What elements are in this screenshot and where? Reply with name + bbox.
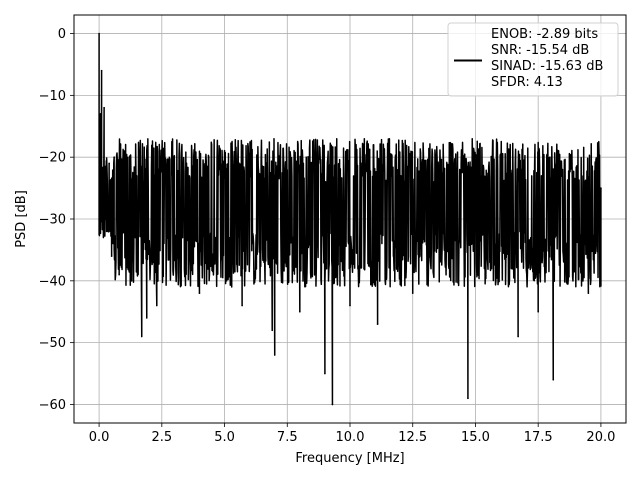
legend-enob-text: ENOB: -2.89 bits — [491, 27, 598, 42]
x-tick-label: 12.5 — [398, 430, 427, 445]
psd-data-point — [587, 292, 590, 294]
x-tick-label: 2.5 — [151, 430, 172, 445]
legend: ENOB: -2.89 bits SNR: -15.54 dB SINAD: -… — [447, 22, 619, 97]
psd-data-point — [108, 162, 110, 165]
psd-data-point — [103, 106, 105, 109]
psd-data-point — [331, 403, 334, 406]
legend-snr-text: SNR: -15.54 dB — [491, 43, 589, 58]
y-tick-label: 0 — [58, 27, 66, 42]
psd-data-point — [349, 304, 351, 307]
y-axis-label: PSD [dB] — [14, 190, 29, 248]
y-tick-label: −50 — [39, 336, 66, 351]
psd-data-point — [130, 280, 133, 282]
legend-sinad-text: SINAD: -15.63 dB — [491, 59, 603, 74]
y-tick-label: −40 — [39, 274, 66, 289]
psd-data-point — [299, 310, 301, 313]
psd-data-point — [376, 323, 379, 325]
ticks: 0.0 2.5 5.0 7.5 10.0 12.5 15.0 17.5 20.0 0 −10 −20 −… — [39, 27, 616, 445]
psd-data-point — [198, 292, 201, 294]
y-tick-label: −30 — [39, 213, 66, 228]
series-layer — [98, 32, 602, 406]
x-tick-label: 7.5 — [277, 430, 298, 445]
psd-data-point — [118, 273, 120, 276]
legend-sfdr-text: SFDR: 4.13 — [491, 75, 563, 90]
psd-data-point — [537, 310, 539, 313]
x-tick-label: 5.0 — [214, 430, 235, 445]
psd-data-point — [324, 372, 326, 375]
psd-data-point — [241, 304, 243, 307]
psd-data-point — [100, 69, 103, 72]
psd-data-point — [600, 187, 602, 189]
psd-data-point — [411, 292, 414, 294]
psd-data-point — [102, 187, 104, 189]
psd-data-point — [271, 329, 274, 332]
x-tick-label: 0.0 — [89, 430, 110, 445]
x-tick-label: 15.0 — [461, 430, 490, 445]
y-tick-label: −10 — [39, 89, 66, 104]
psd-series-line — [98, 33, 602, 406]
y-tick-label: −60 — [39, 398, 66, 413]
y-tick-label: −20 — [39, 151, 66, 166]
psd-data-point — [99, 113, 102, 115]
psd-data-point — [140, 335, 143, 338]
x-tick-label: 17.5 — [524, 430, 553, 445]
psd-data-point — [552, 378, 555, 381]
x-tick-label: 20.0 — [586, 430, 615, 445]
psd-data-point — [273, 354, 276, 356]
psd-data-point — [467, 397, 469, 400]
psd-data-point — [98, 32, 100, 35]
x-tick-label: 10.0 — [336, 430, 365, 445]
psd-data-point — [110, 255, 113, 257]
psd-data-point — [145, 317, 148, 319]
legend-box — [447, 22, 619, 97]
psd-data-point — [105, 230, 108, 233]
psd-data-point — [156, 304, 158, 307]
x-axis-label: Frequency [MHz] — [295, 451, 404, 466]
psd-data-point — [517, 335, 519, 338]
psd-data-point — [113, 156, 115, 158]
psd-data-point — [123, 150, 125, 152]
